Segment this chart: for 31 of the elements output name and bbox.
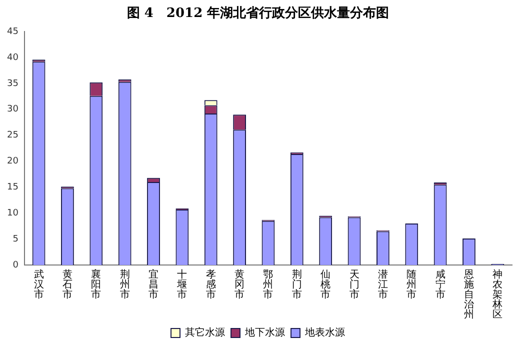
x-tick-label: 随州市 — [406, 270, 417, 301]
x-tick-label: 潜江市 — [378, 268, 388, 301]
y-tick-label: 40 — [7, 52, 19, 63]
x-tick-label: 鄂州市 — [263, 270, 274, 301]
x-tick-label: 荆州市 — [120, 268, 130, 301]
y-tick-label: 20 — [7, 156, 19, 167]
y-tick-label: 25 — [7, 130, 18, 141]
x-tick-label: 孝感市 — [206, 268, 216, 301]
x-tick-label: 武汉市 — [34, 268, 44, 301]
x-tick-label: 仙桃市 — [320, 270, 331, 301]
y-tick-label: 5 — [12, 234, 18, 244]
y-tick-label: 0 — [12, 260, 19, 270]
x-tick-label: 襄阳市 — [91, 268, 102, 301]
x-tick-label: 天门市 — [349, 270, 360, 301]
y-tick-label: 10 — [7, 208, 19, 218]
y-tick-label: 15 — [7, 182, 18, 193]
x-tick-label: 黄石市 — [62, 268, 72, 301]
x-tick-label: 黄冈市 — [234, 268, 245, 301]
y-tick-label: 45 — [7, 26, 18, 37]
x-tick-label: 咸宁市 — [435, 268, 446, 301]
y-tick-label: 30 — [7, 104, 19, 115]
legend-label: 地表水源 — [304, 326, 345, 339]
chart-title: 图 4 2012 年湖北省行政分区供水量分布图 — [126, 6, 390, 22]
x-tick-label: 荆门市 — [292, 268, 302, 301]
x-tick-label: 十堰市 — [176, 268, 188, 301]
x-tick-label: 神农架林区 — [492, 268, 503, 321]
x-tick-label: 宜昌市 — [148, 268, 159, 301]
legend-label: 其它水源 — [185, 326, 225, 339]
x-tick-label: 恩施自治州 — [462, 270, 474, 321]
y-tick-label: 35 — [7, 78, 18, 89]
legend-label: 地下水源 — [244, 326, 285, 339]
